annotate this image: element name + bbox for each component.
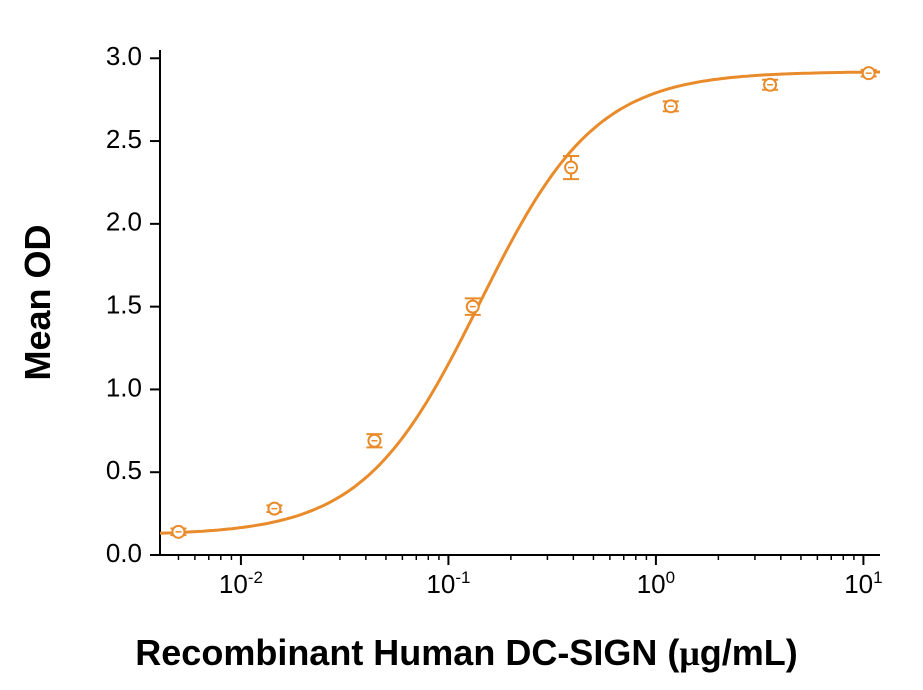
y-tick-label: 2.0 [106,207,142,237]
y-tick-label: 0.5 [106,455,142,485]
y-axis-label: Mean OD [17,224,58,380]
y-tick-label: 2.5 [106,124,142,154]
y-tick-label: 1.0 [106,372,142,402]
y-tick-label: 0.0 [106,538,142,568]
x-axis-label: Recombinant Human DC-SIGN (μg/mL) [135,632,797,673]
y-tick-label: 3.0 [106,41,142,71]
y-tick-label: 1.5 [106,290,142,320]
dose-response-chart: 0.00.51.01.52.02.53.010-210-1100101Mean … [0,0,923,690]
